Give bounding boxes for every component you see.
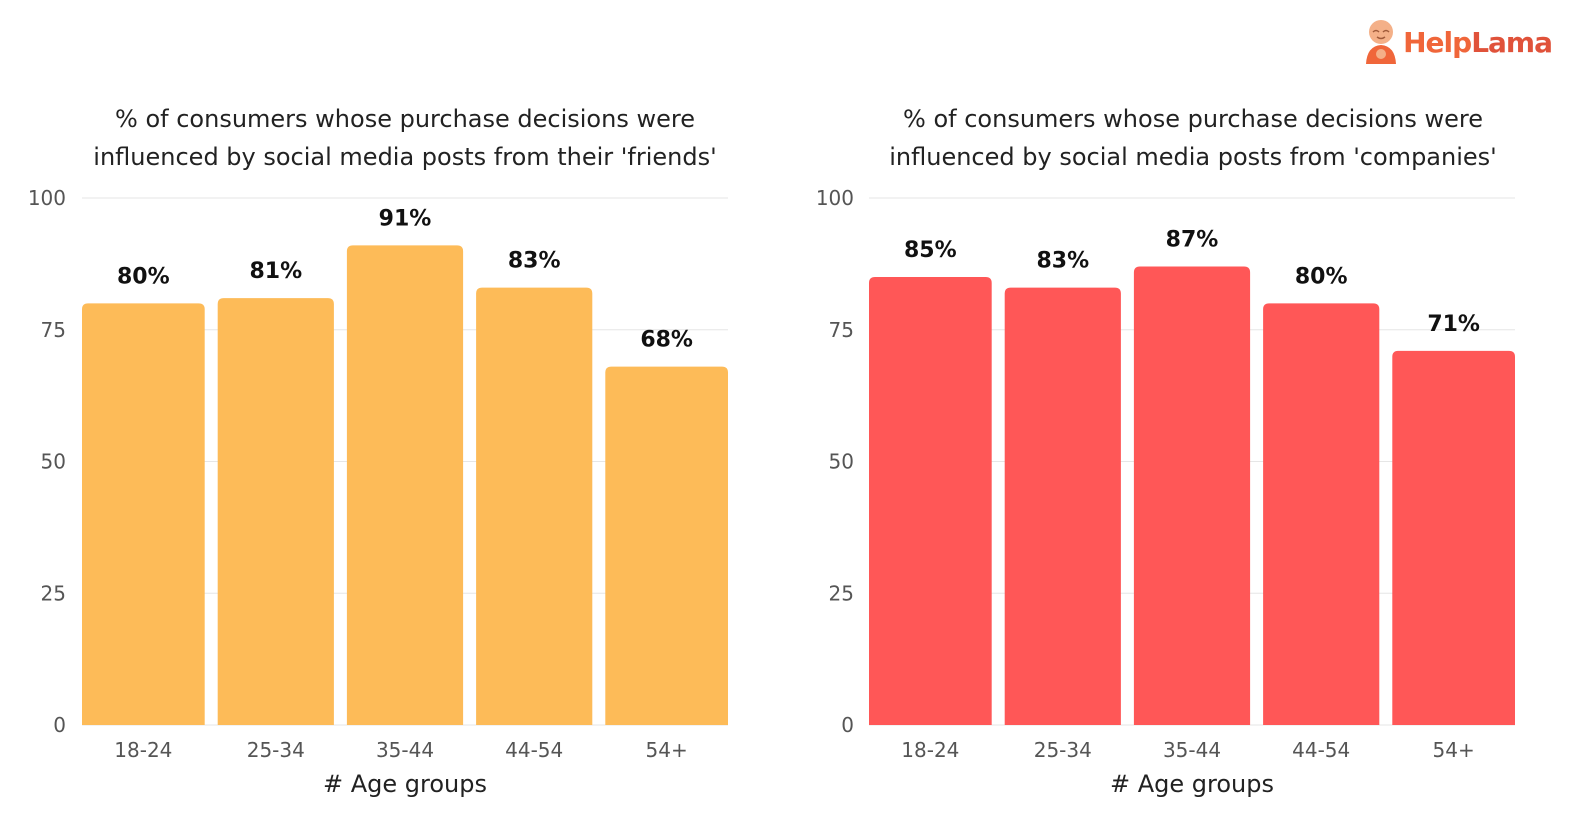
x-tick-label: 18-24 [901, 738, 959, 762]
x-tick-label: 18-24 [114, 738, 172, 762]
bar-44-54 [1263, 303, 1380, 725]
logo-text-help: Help [1403, 25, 1472, 59]
bar-25-34 [1004, 287, 1121, 725]
data-label: 71% [1427, 312, 1480, 337]
data-label: 80% [117, 264, 170, 289]
y-tick-label: 100 [816, 186, 854, 210]
data-label: 81% [249, 259, 302, 284]
bar-54+ [1392, 350, 1515, 725]
data-label: 83% [508, 249, 561, 274]
x-tick-label: 25-34 [247, 738, 305, 762]
bar-25-34 [217, 298, 334, 725]
x-tick-label: 54+ [646, 738, 688, 762]
chart-friends: 0 25 50 75 100 80% 18-24 81% 25-34 91% 35-44 83% 44-… [28, 186, 728, 798]
bar-18-24 [869, 277, 992, 725]
data-label: 91% [379, 206, 432, 231]
bar-35-44 [1133, 266, 1251, 725]
chart-2-title: % of consumers whose purchase decisions … [889, 105, 1497, 171]
data-label: 85% [904, 238, 957, 263]
data-label: 83% [1036, 249, 1089, 274]
x-tick-label: 25-34 [1034, 738, 1092, 762]
y-tick-label: 75 [41, 318, 66, 342]
y-tick-label: 75 [829, 318, 854, 342]
chart-1-title: % of consumers whose purchase decisions … [93, 105, 717, 171]
x-tick-label: 35-44 [376, 738, 434, 762]
data-label: 87% [1166, 228, 1219, 253]
logo-text-lama: Lama [1471, 25, 1553, 59]
chart-companies: 0 25 50 75 100 85% 18-24 83% 25-34 87% 35-44 80% 44-… [816, 186, 1515, 798]
data-label: 80% [1295, 264, 1348, 289]
bar-35-44 [346, 245, 464, 725]
y-tick-label: 0 [53, 713, 66, 737]
x-tick-label: 44-54 [1292, 738, 1350, 762]
x-axis-label: # Age groups [1110, 770, 1274, 798]
x-axis-label: # Age groups [323, 770, 487, 798]
bar-18-24 [82, 303, 205, 725]
x-tick-label: 35-44 [1163, 738, 1221, 762]
y-tick-label: 0 [841, 713, 854, 737]
y-tick-label: 100 [28, 186, 66, 210]
y-tick-label: 25 [829, 581, 854, 605]
x-tick-label: 54+ [1433, 738, 1475, 762]
x-tick-label: 44-54 [505, 738, 563, 762]
y-tick-label: 50 [41, 450, 66, 474]
helplama-logo: HelpLama [1363, 18, 1553, 66]
bar-44-54 [476, 287, 593, 725]
data-label: 68% [640, 328, 693, 353]
y-tick-label: 50 [829, 450, 854, 474]
monk-mascot-icon [1366, 20, 1397, 64]
bar-54+ [605, 366, 728, 725]
y-tick-label: 25 [41, 581, 66, 605]
